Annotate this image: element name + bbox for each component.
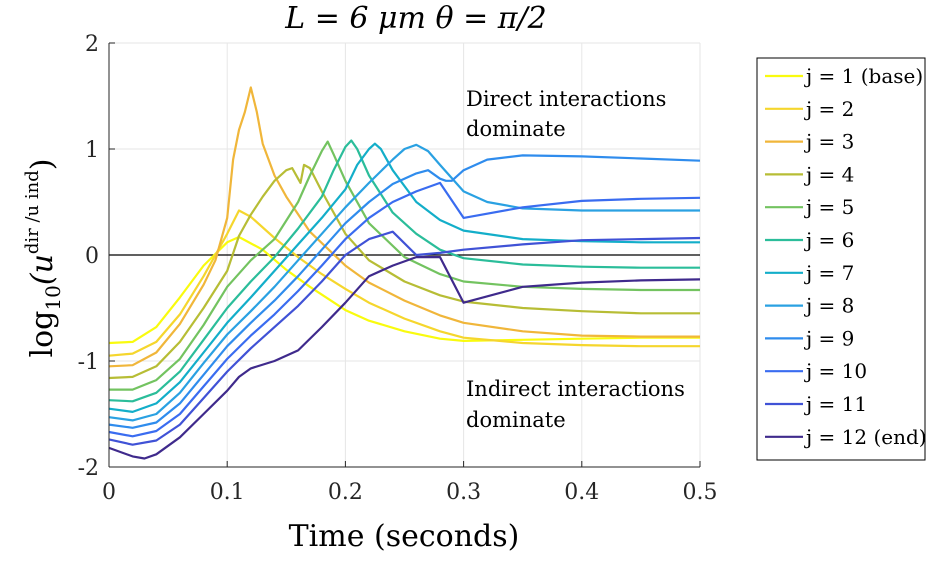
annotation-indirect-2: dominate xyxy=(466,408,566,432)
legend: j = 1 (base) j = 2 j = 3 j = 4 j = 5 j = 6 j =… xyxy=(756,57,927,461)
y-label-rest: (u xyxy=(25,254,60,285)
series-line-4 xyxy=(108,163,700,380)
y-label-close: ) xyxy=(25,159,60,171)
annotation-direct-1: Direct interactions xyxy=(466,87,666,111)
series-line-11 xyxy=(108,230,701,446)
x-tick-label: 0.2 xyxy=(328,480,363,505)
x-axis-label: Time (seconds) xyxy=(289,519,520,554)
x-tick-label: 0.4 xyxy=(564,480,599,505)
y-axis-label: log10(udir /u ind) xyxy=(22,159,65,358)
annotation-direct-2: dominate xyxy=(466,117,566,141)
legend-label-6: j = 6 xyxy=(804,228,854,252)
legend-label-2: j = 2 xyxy=(804,97,854,121)
legend-label-10: j = 10 xyxy=(804,359,867,383)
legend-box xyxy=(756,57,926,461)
series-line-8 xyxy=(108,143,700,422)
legend-label-7: j = 7 xyxy=(804,261,854,285)
svg-text:log10(udir /u ind): log10(udir /u ind) xyxy=(22,159,65,358)
y-tick-label: -1 xyxy=(78,350,99,375)
series-line-3 xyxy=(108,86,700,368)
y-tick-label: 0 xyxy=(85,244,99,269)
legend-label-8: j = 8 xyxy=(804,294,854,318)
series-line-1 xyxy=(108,235,700,345)
y-label-sub: 10 xyxy=(41,285,65,310)
legend-label-5: j = 5 xyxy=(804,195,854,219)
series-line-12 xyxy=(108,256,701,460)
legend-label-4: j = 4 xyxy=(804,162,854,186)
y-tick-label: -2 xyxy=(78,456,99,481)
y-label-sup: dir /u ind xyxy=(22,170,43,254)
legend-label-11: j = 11 xyxy=(804,392,867,416)
x-tick-label: 0.5 xyxy=(683,480,718,505)
y-tick-label: 1 xyxy=(85,138,99,163)
x-tick-label: 0.1 xyxy=(210,480,245,505)
series-line-6 xyxy=(108,139,700,403)
series-line-10 xyxy=(108,181,701,438)
legend-label-1: j = 1 (base) xyxy=(804,64,923,88)
legend-label-3: j = 3 xyxy=(804,130,854,154)
x-tick-label: 0.3 xyxy=(446,480,481,505)
series-line-2 xyxy=(108,209,700,357)
legend-label-12: j = 12 (end) xyxy=(804,425,927,449)
y-label-main: log xyxy=(25,311,60,358)
legend-label-9: j = 9 xyxy=(804,326,854,350)
chart-title: L = 6 μm θ = π/2 xyxy=(284,1,546,36)
plot-area: 0 0.1 0.2 0.3 0.4 0.5 -2 -1 0 1 2 xyxy=(78,32,718,505)
series-line-7 xyxy=(108,142,700,413)
annotation-indirect-1: Indirect interactions xyxy=(466,377,685,401)
series-line-9 xyxy=(108,154,701,429)
y-tick-label: 2 xyxy=(85,32,99,57)
x-tick-label: 0 xyxy=(102,480,116,505)
series-line-5 xyxy=(109,140,700,391)
